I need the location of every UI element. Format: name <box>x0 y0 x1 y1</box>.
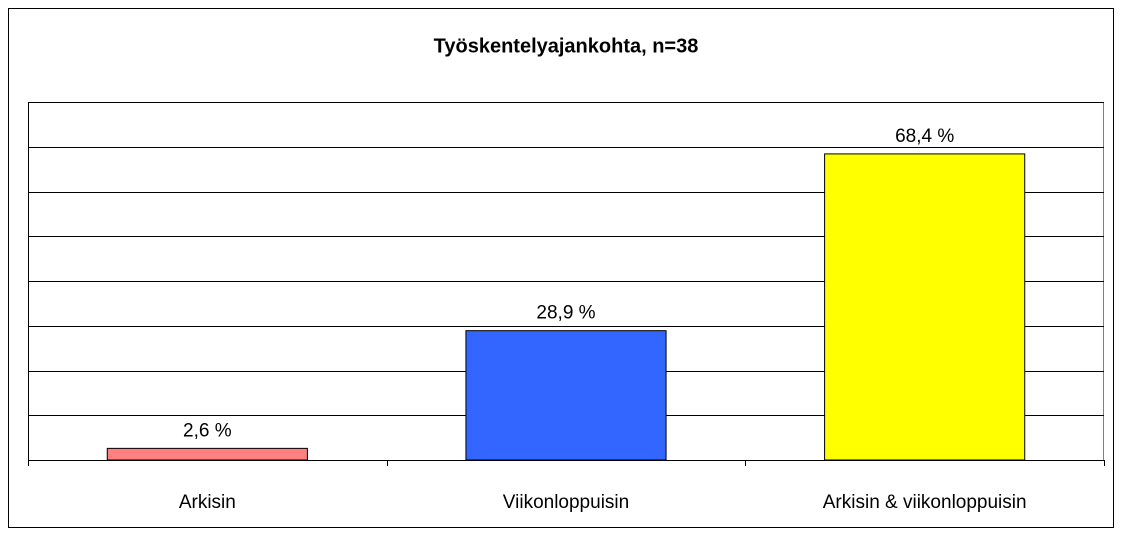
x-tick-label: Arkisin <box>179 492 236 513</box>
bar <box>106 447 308 461</box>
bar <box>824 153 1026 461</box>
value-label: 68,4 % <box>895 126 954 147</box>
x-tick-label: Arkisin & viikonloppuisin <box>823 492 1027 513</box>
value-label: 2,6 % <box>183 420 232 441</box>
bar <box>465 330 667 461</box>
x-tick-label: Viikonloppuisin <box>503 492 629 513</box>
chart-title: Työskentelyajankohta, n=38 <box>434 35 699 57</box>
value-label: 28,9 % <box>536 303 595 324</box>
